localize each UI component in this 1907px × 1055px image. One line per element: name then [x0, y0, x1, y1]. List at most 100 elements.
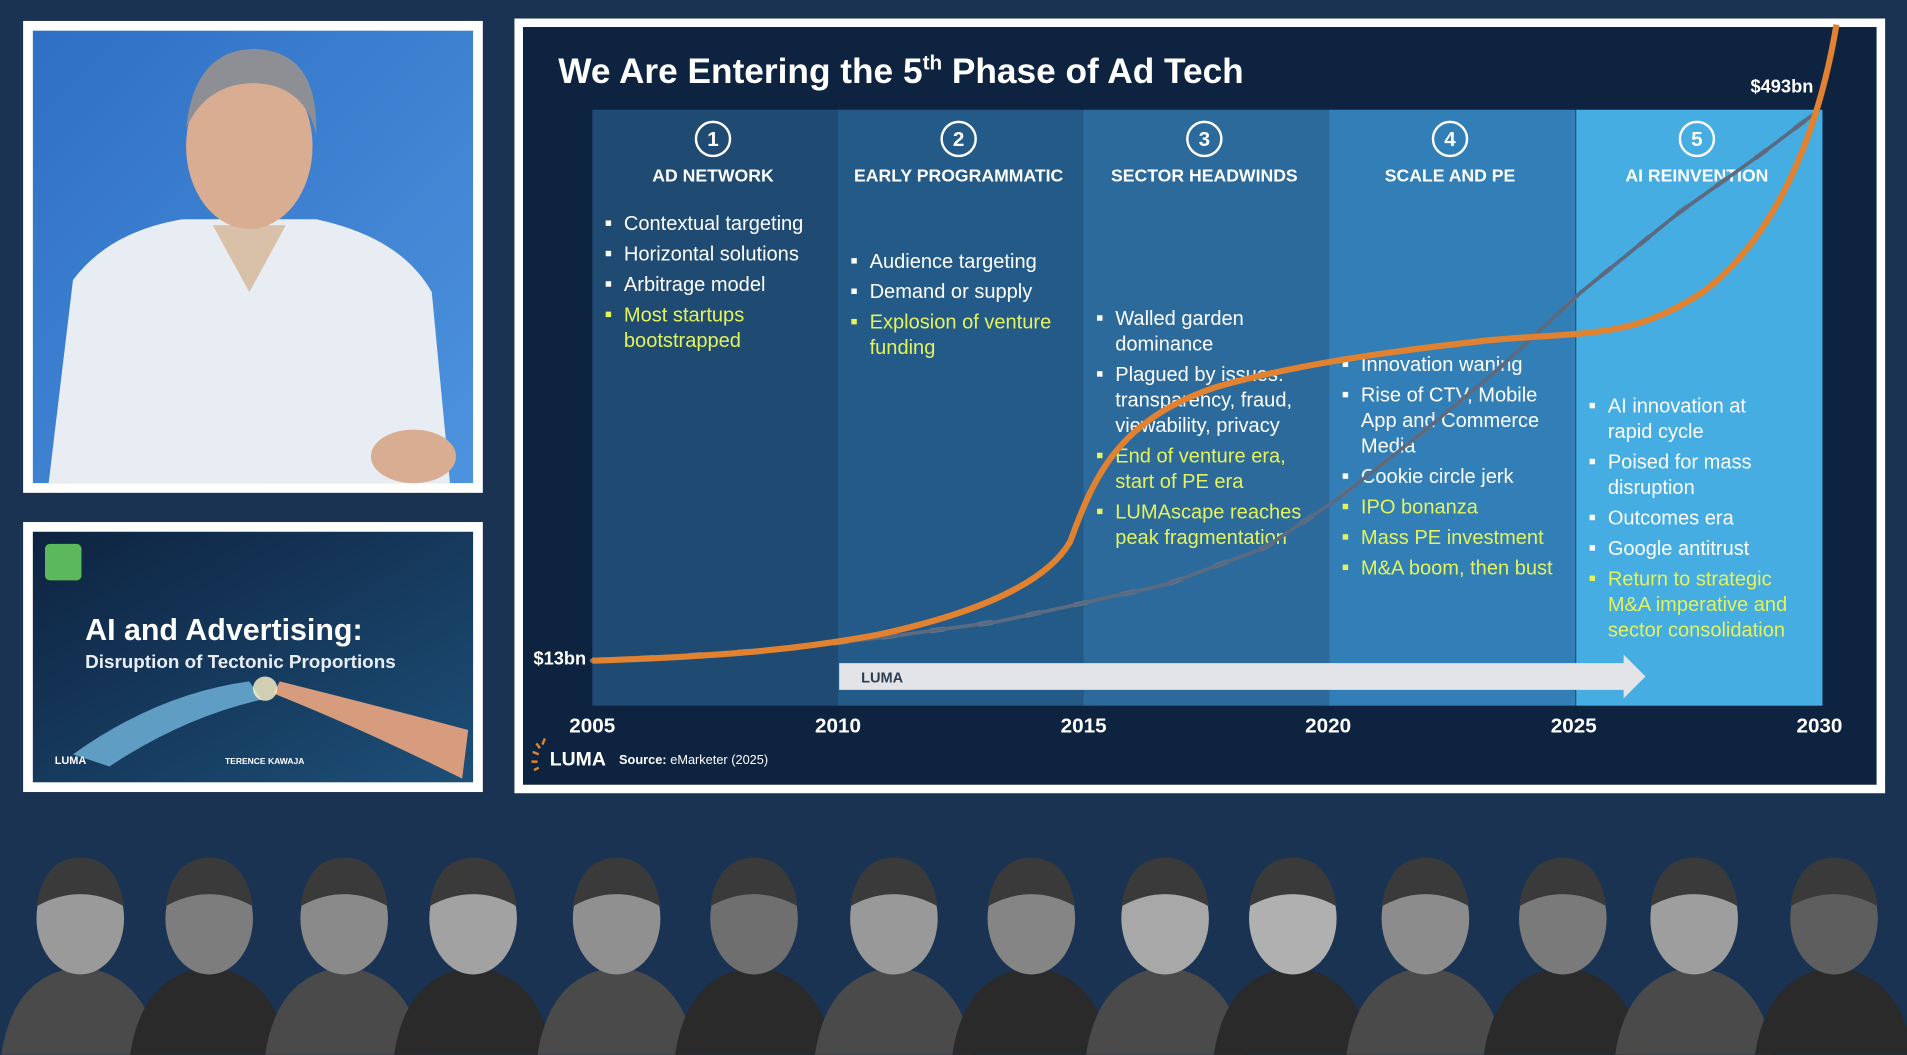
bullet-marker: [1589, 458, 1596, 465]
bullet-text: Poised for mass: [1608, 452, 1752, 474]
arrow-shape: [839, 654, 1646, 699]
bullet-marker: [1589, 575, 1596, 582]
guest-hair: [850, 857, 938, 907]
guest-row: [1, 857, 1907, 1055]
guest-shoulders: [1483, 967, 1642, 1055]
guest-shoulders: [537, 967, 696, 1055]
human-hand: [273, 681, 469, 779]
neck: [212, 225, 286, 293]
x-axis: 2005 2010 2015 2020 2025 2030: [569, 714, 1842, 737]
phase-title: SCALE AND PE: [1385, 165, 1516, 185]
guest-hair: [36, 857, 125, 907]
bullet-marker: [1097, 315, 1103, 321]
bullet-text: IPO bonanza: [1361, 497, 1479, 519]
phase-number-circle: [1431, 120, 1469, 158]
phase-title: AD NETWORK: [652, 165, 774, 185]
guest-photo: [265, 857, 424, 1055]
guest-shoulders: [1213, 967, 1372, 1055]
year-label: 2025: [1551, 714, 1597, 737]
bullet-text: viewability, privacy: [1115, 415, 1280, 437]
thumbnail-author: TERENCE KAWAJA: [225, 756, 304, 766]
phase-band: [1083, 109, 1330, 706]
slide: We Are Entering the 5th Phase of Ad Tech…: [514, 18, 1886, 794]
bullet-text: Innovation waning: [1361, 354, 1523, 376]
bullet-marker: [1589, 545, 1596, 551]
bullet-text: End of venture era,: [1115, 445, 1286, 467]
guest-photo: [1483, 857, 1642, 1055]
bullet-text: Google antitrust: [1608, 538, 1750, 560]
bullet-text: Rise of CTV, Mobile: [1361, 385, 1537, 407]
bullet-text: dominance: [1115, 334, 1213, 356]
phase-band: [592, 109, 839, 706]
guest-photo: [814, 857, 973, 1055]
guest-shoulders: [814, 967, 973, 1055]
bullet-marker: [1097, 371, 1103, 377]
bullet-text: Cookie circle jerk: [1361, 466, 1515, 488]
logo-rays: [531, 738, 546, 772]
thumbnail-subtitle: Disruption of Tectonic Proportions: [85, 651, 396, 672]
guest-hair: [987, 857, 1076, 907]
bullet-marker: [1589, 402, 1596, 409]
bullet-text: M&A boom, then bust: [1361, 557, 1553, 579]
speaker-video: [23, 20, 483, 493]
phase-title: EARLY PROGRAMMATIC: [854, 165, 1063, 185]
bullet-text: peak fragmentation: [1115, 527, 1287, 549]
bullet-text: disruption: [1608, 477, 1695, 499]
guest-photo: [1, 857, 160, 1055]
bullet-marker: [1097, 508, 1103, 515]
bullet-marker: [605, 281, 612, 287]
phase-band: [837, 109, 1085, 706]
luma-arrow: LUMA: [839, 654, 1646, 699]
bullet-marker: [605, 311, 612, 318]
growth-curve: [592, 24, 1840, 664]
spark: [252, 676, 278, 701]
year-label: 2020: [1305, 714, 1351, 737]
phase-number-circle: [694, 120, 732, 158]
bullet-marker: [1342, 534, 1349, 540]
bullet-text: sector consolidation: [1608, 619, 1785, 641]
bullet-text: Most startups: [624, 304, 744, 326]
phase-title: SECTOR HEADWINDS: [1111, 165, 1298, 185]
bullet-text: Demand or supply: [870, 281, 1033, 303]
phase-number-circle: [940, 120, 977, 158]
year-label: 2030: [1796, 714, 1842, 737]
phase-number: 2: [953, 128, 965, 151]
footer-brand: LUMA: [550, 748, 606, 770]
bullet-marker: [1097, 452, 1103, 459]
guest-shoulders: [1615, 967, 1774, 1055]
source-text: eMarketer (2025): [670, 752, 768, 767]
bullet-text: Explosion of venture: [870, 312, 1052, 334]
bullet-text: Contextual targeting: [624, 213, 803, 235]
guest-photo: [1086, 857, 1245, 1055]
guest-hair: [1249, 857, 1337, 907]
bullet-text: Media: [1361, 436, 1416, 458]
bullet-marker: [851, 318, 857, 325]
thumbnail-brand: LUMA: [55, 755, 87, 767]
bullet-text: Audience targeting: [870, 251, 1037, 273]
bullet-marker: [605, 220, 612, 226]
phase-number-circle: [1186, 120, 1223, 158]
phase-column: 4 SCALE AND PE Innovation waning Rise of CT…: [1329, 109, 1576, 706]
phase-column: 2 EARLY PROGRAMMATIC Audience targeting Dem…: [837, 109, 1085, 706]
guest-shoulders: [1754, 967, 1907, 1055]
year-label: 2015: [1061, 714, 1107, 737]
shirt: [48, 219, 450, 484]
bullet-marker: [605, 250, 612, 257]
bullet-marker: [1342, 564, 1349, 571]
bullet-text: transparency, fraud,: [1115, 389, 1292, 411]
title-sup: th: [923, 52, 943, 75]
title-start: We Are Entering the 5: [558, 52, 922, 91]
end-label: $493bn: [1751, 76, 1814, 97]
bullet-text: App and Commerce: [1361, 410, 1539, 432]
bullet-marker: [1342, 391, 1349, 398]
app-icon: [44, 543, 82, 581]
title-end: Phase of Ad Tech: [942, 52, 1244, 91]
guest-shoulders: [674, 967, 834, 1055]
bullet-marker: [851, 258, 857, 264]
bullet-text: Outcomes era: [1608, 507, 1735, 529]
guest-hair: [1650, 857, 1738, 907]
phase-number: 4: [1444, 128, 1456, 151]
source-label: Source:: [619, 752, 667, 767]
